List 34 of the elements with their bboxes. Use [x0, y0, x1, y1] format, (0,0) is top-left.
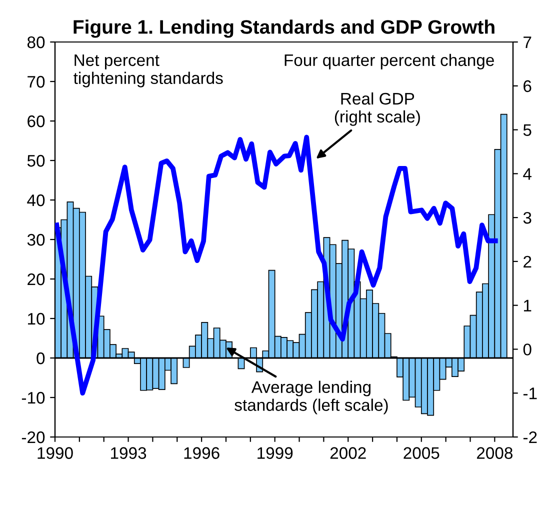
y2-tick-label: 0 [523, 344, 532, 356]
y2-tick-label: 1 [524, 300, 532, 312]
x-tick-label: 1990 [38, 447, 73, 459]
y2-tick-label: -2 [523, 431, 537, 444]
x-tick-label: 2005 [404, 447, 440, 459]
y2-tick-label: 4 [523, 168, 532, 180]
y-tick-label: 30 [27, 234, 45, 246]
y-tick-label: 0 [36, 352, 45, 364]
y2-tick-label: -1 [523, 388, 537, 400]
y-tick-label: 20 [28, 273, 45, 286]
y2-tick-label: 2 [524, 256, 532, 268]
annotation: Net percent tightening standards [74, 54, 223, 88]
x-tick-label: 1996 [184, 447, 220, 459]
annotation: Real GDP (right scale) [334, 92, 420, 126]
x-tick-label: 2002 [330, 447, 366, 459]
x-tick-label: 2008 [476, 447, 512, 459]
chart-title: Figure 1. Lending Standards and GDP Growth [74, 20, 494, 38]
y-tick-label: 50 [27, 154, 45, 167]
line-series [55, 134, 498, 396]
y-tick-label: 70 [28, 76, 45, 88]
y-tick-label: 10 [28, 312, 45, 325]
annotation: Four quarter percent change [284, 54, 494, 70]
annotation: Average lending standards (left scale) [234, 380, 388, 414]
y-tick-label: 60 [28, 115, 45, 128]
y-tick-label: 40 [27, 194, 45, 206]
y-tick-label: 80 [27, 36, 45, 48]
x-tick-label: 1993 [111, 447, 146, 459]
y-tick-label: -20 [22, 431, 45, 444]
y2-tick-label: 6 [524, 80, 532, 92]
y2-tick-label: 5 [523, 124, 532, 136]
x-tick-label: 1999 [258, 447, 293, 459]
y-tick-label: -10 [22, 392, 45, 404]
y2-tick-label: 3 [523, 212, 532, 224]
y2-tick-label: 7 [524, 36, 532, 48]
